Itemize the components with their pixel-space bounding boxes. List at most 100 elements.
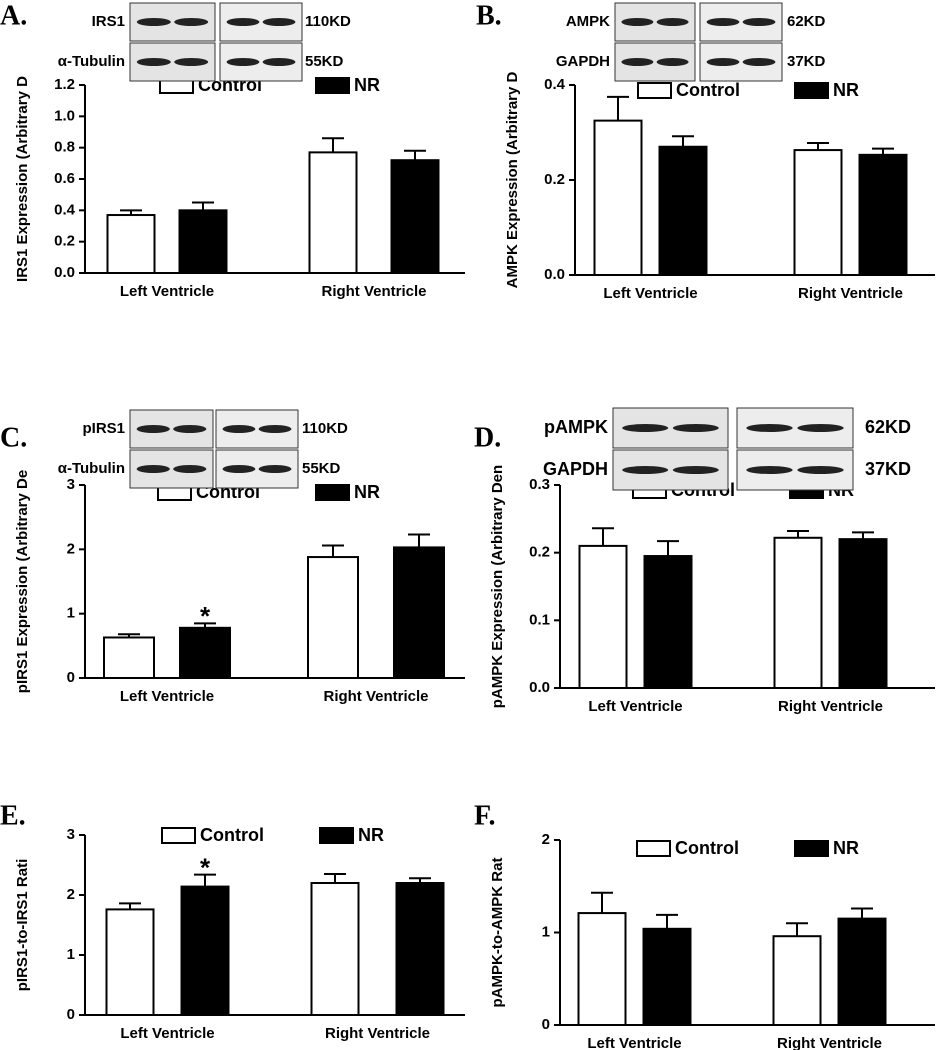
bar: [395, 882, 445, 1016]
legend-label: NR: [833, 838, 859, 858]
y-tick-label: 0: [67, 1006, 75, 1023]
legend-swatch: [315, 484, 350, 501]
legend-label: Control: [200, 825, 264, 845]
bar: [837, 917, 887, 1026]
y-tick-label: 0.0: [544, 266, 565, 283]
bar: [793, 149, 843, 276]
y-tick-label: 0.3: [529, 476, 550, 493]
blot-label: pAMPK: [544, 417, 608, 437]
y-tick-label: 1.2: [54, 76, 75, 93]
blot-band: [656, 58, 689, 66]
bar: [593, 119, 643, 276]
blot-band: [797, 466, 844, 474]
bar: [103, 636, 155, 679]
blot-band: [173, 425, 207, 433]
blot-label: α-Tubulin: [58, 460, 125, 477]
blot-band: [746, 466, 793, 474]
bar: [390, 159, 440, 274]
bar: [180, 885, 230, 1016]
significance-mark: *: [200, 852, 211, 882]
blot-band: [136, 425, 170, 433]
y-tick-label: 3: [67, 476, 75, 493]
blot-size: 55KD: [302, 460, 341, 477]
blot-band: [742, 58, 776, 66]
blot-size: 62KD: [787, 13, 826, 30]
blot-size: 110KD: [305, 13, 351, 30]
bar: [307, 556, 359, 680]
blot-band: [226, 58, 260, 66]
bar: [642, 927, 692, 1026]
blot-label: GAPDH: [556, 53, 610, 70]
blot-band: [136, 58, 171, 66]
legend-swatch: [161, 827, 196, 844]
panel-label: C.: [0, 422, 27, 453]
y-tick-label: 1.0: [54, 107, 75, 124]
y-axis-label: IRS1 Expression (Arbitrary D: [14, 76, 31, 282]
x-tick-label: Left Ventricle: [588, 698, 682, 715]
blot-band: [621, 58, 654, 66]
bar: [310, 882, 360, 1016]
x-tick-label: Left Ventricle: [120, 1025, 214, 1042]
blot-band: [262, 58, 296, 66]
y-tick-label: 0.2: [529, 544, 550, 561]
blot-band: [174, 18, 209, 26]
blot-band: [226, 18, 260, 26]
y-tick-label: 2: [67, 540, 75, 557]
legend-label: Control: [675, 838, 739, 858]
legend-label: NR: [354, 75, 380, 95]
y-tick-label: 3: [67, 826, 75, 843]
y-tick-label: 0: [67, 669, 75, 686]
blot-label: α-Tubulin: [58, 53, 125, 70]
blot-band: [656, 18, 689, 26]
blot-size: 62KD: [865, 417, 911, 437]
legend-label: NR: [358, 825, 384, 845]
blot-band: [622, 424, 669, 432]
blot-band: [258, 465, 292, 473]
bar: [658, 145, 708, 276]
x-tick-label: Left Ventricle: [120, 688, 214, 705]
x-tick-label: Right Ventricle: [321, 283, 426, 300]
y-tick-label: 2: [542, 831, 550, 848]
y-tick-label: 0.4: [54, 201, 76, 218]
y-tick-label: 0.6: [54, 170, 75, 187]
panel-label: D.: [474, 422, 501, 453]
x-tick-label: Left Ventricle: [120, 283, 214, 300]
x-tick-label: Right Ventricle: [778, 698, 883, 715]
blot-band: [136, 18, 171, 26]
bar: [179, 626, 231, 680]
y-tick-label: 2: [67, 886, 75, 903]
blot-band: [672, 424, 719, 432]
blot-band: [258, 425, 292, 433]
blot-band: [797, 424, 844, 432]
bar: [105, 908, 155, 1017]
significance-mark: *: [200, 601, 211, 631]
y-tick-label: 1: [67, 946, 75, 963]
x-tick-label: Right Ventricle: [798, 285, 903, 302]
blot-band: [136, 465, 170, 473]
y-tick-label: 0.0: [529, 679, 550, 696]
bar: [772, 935, 822, 1027]
blot-band: [742, 18, 776, 26]
y-tick-label: 0.8: [54, 139, 75, 156]
legend-label: NR: [833, 80, 859, 100]
bar: [858, 153, 908, 276]
bar: [838, 538, 888, 690]
x-tick-label: Left Ventricle: [587, 1035, 681, 1050]
bar: [308, 151, 358, 274]
panel-label: A.: [0, 0, 27, 31]
blot-size: 37KD: [787, 53, 826, 70]
bar: [578, 544, 628, 690]
panel-label: F.: [474, 800, 496, 831]
blot-label: AMPK: [566, 13, 610, 30]
legend-label: NR: [354, 482, 380, 502]
legend-swatch: [794, 82, 829, 99]
x-tick-label: Right Ventricle: [323, 688, 428, 705]
x-tick-label: Right Ventricle: [325, 1025, 430, 1042]
legend-swatch: [315, 77, 350, 94]
blot-label: pIRS1: [82, 420, 125, 437]
legend-swatch: [637, 82, 672, 99]
y-tick-label: 1: [67, 605, 75, 622]
bar: [178, 209, 228, 274]
y-axis-label: AMPK Expression (Arbitrary D: [504, 71, 521, 288]
